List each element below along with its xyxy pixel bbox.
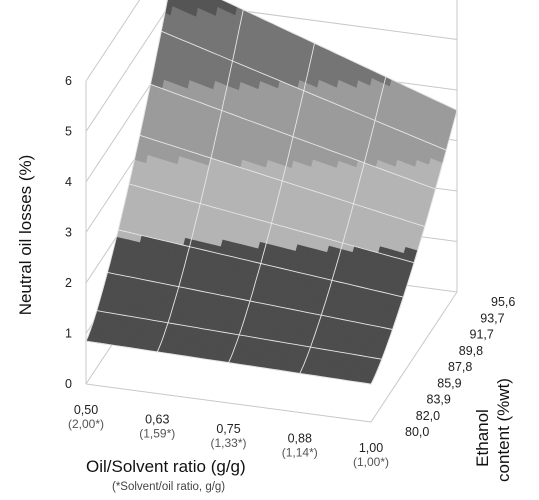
y-tick-label: 95,6 bbox=[491, 295, 515, 309]
x-tick-label: 0,50 bbox=[74, 403, 98, 417]
y-tick-label: 85,9 bbox=[437, 376, 461, 390]
y-tick-label: 93,7 bbox=[480, 311, 504, 325]
mesh-line-y bbox=[96, 310, 382, 360]
floor-edge bbox=[370, 291, 458, 423]
mesh-line-y bbox=[161, 30, 447, 151]
z-tick-label: 5 bbox=[65, 125, 72, 139]
y-axis-ticks: 80,0 82,0 83,9 85,9 87,8 89,8 91,7 93,7 95,6 bbox=[405, 295, 515, 439]
z-tick-label: 1 bbox=[65, 327, 72, 341]
y-axis-title-line2: content (%wt) bbox=[494, 378, 513, 482]
wall-gridline bbox=[85, 0, 141, 82]
z-tick-label: 0 bbox=[65, 377, 72, 391]
y-tick-label: 82,0 bbox=[416, 409, 440, 423]
y-axis-title-line1: Ethanol bbox=[473, 409, 492, 467]
y-tick-label: 87,8 bbox=[448, 360, 472, 374]
y-tick-label: 80,0 bbox=[405, 425, 429, 439]
x-tick-label: 0,88 bbox=[288, 432, 312, 446]
mesh-line-y bbox=[107, 271, 393, 330]
x-tick-label: 1,00 bbox=[359, 441, 383, 455]
mesh-line-y bbox=[221, 0, 458, 111]
z-tick-label: 2 bbox=[65, 276, 72, 290]
response-surface bbox=[85, 0, 458, 385]
x-axis-title: Oil/Solvent ratio (g/g) bbox=[86, 457, 246, 476]
x-tick-label: 0,63 bbox=[145, 413, 169, 427]
x-tick-secondary-label: (1,59*) bbox=[139, 427, 175, 441]
x-tick-secondary-label: (1,00*) bbox=[353, 455, 389, 469]
floor-edge bbox=[85, 383, 372, 423]
y-tick-label: 83,9 bbox=[427, 393, 451, 407]
x-tick-secondary-label: (1,14*) bbox=[282, 446, 318, 460]
x-tick-secondary-label: (2,00*) bbox=[68, 417, 104, 431]
z-axis-title: Neutral oil losses (%) bbox=[16, 155, 35, 316]
surface-mesh bbox=[85, 0, 458, 385]
x-tick-label: 0,75 bbox=[216, 422, 240, 436]
x-tick-secondary-label: (1,33*) bbox=[210, 436, 246, 450]
z-tick-label: 3 bbox=[65, 226, 72, 240]
z-axis-ticks: 0 1 2 3 4 5 6 bbox=[65, 74, 72, 391]
mesh-line-y bbox=[139, 134, 425, 228]
mesh-line-y bbox=[118, 229, 404, 298]
z-tick-label: 4 bbox=[65, 175, 72, 189]
mesh-line-y bbox=[150, 83, 436, 190]
z-tick-label: 6 bbox=[65, 74, 72, 88]
y-tick-label: 91,7 bbox=[470, 328, 494, 342]
mesh-line-y bbox=[85, 340, 372, 385]
x-axis-ticks: 0,50(2,00*) 0,63(1,59*) 0,75(1,33*) 0,88(1,… bbox=[68, 403, 389, 469]
y-tick-label: 89,8 bbox=[459, 344, 483, 358]
mesh-line-y bbox=[128, 183, 415, 264]
x-axis-subtitle: (*Solvent/oil ratio, g/g) bbox=[112, 481, 225, 493]
